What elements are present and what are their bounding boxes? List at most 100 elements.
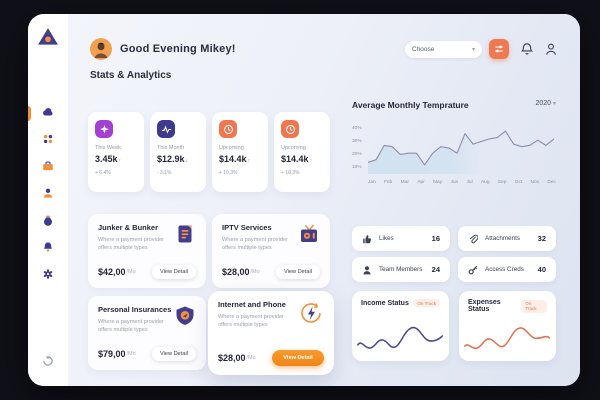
sidebar-item-dashboard[interactable] [40,104,56,120]
bolt-icon [301,303,321,323]
sidebar-nav [28,104,68,282]
metric-label: Attachments [485,235,520,242]
chart-title: Average Monthly Temprature [352,100,469,110]
logout-button[interactable] [42,354,54,372]
service-description: Where a payment provider offers multiple… [98,237,164,252]
user-icon [43,188,53,198]
page-title: Stats & Analytics [90,70,172,81]
metric-team-members: Team Members 24 [352,257,450,282]
chart-year-value: 2020 [535,100,552,107]
metric-access-creds: Access Creds 40 [458,257,556,282]
y-tick-label: 30% [352,139,362,144]
pulse-icon [157,120,175,138]
chart-x-axis: Jan Feb Mar Apr May Jun Jul Aug Sep Oct Nov Dec [368,180,556,185]
service-period: /Mo [126,351,136,357]
chart-area-fill [368,131,554,174]
service-description: Where a payment provider offers multiple… [222,237,288,252]
bell-icon [43,242,53,252]
service-period: /Mo [126,269,136,275]
stat-value: 3.45k↑ [95,154,122,164]
status-badge: On Track [521,299,547,313]
app-logo [38,28,58,45]
sparkle-icon [95,120,113,138]
key-icon [468,265,478,274]
trend-arrow-icon: ↑ [247,158,251,164]
chevron-down-icon: ▾ [552,101,556,107]
briefcase-icon [43,161,53,171]
stat-card-upcoming-1: Upcoming $14.4k↑ + 10.3% [212,112,268,192]
active-nav-indicator [28,106,31,121]
dashboard-icon [43,108,53,116]
income-sparkline [357,326,444,349]
app-window: Good Evening Mikey! Choose ▾ [28,14,580,386]
x-tick-label: May [433,180,443,185]
service-price: $28,00 [222,267,250,277]
temperature-chart: 40% 30% 20% 10% Jan Feb Mar Apr May Jun Jul Aug Sep… [352,118,556,194]
metric-value: 16 [431,234,440,243]
stat-label: This Week [95,145,121,151]
stat-label: Upcoming [219,145,244,151]
service-card-internet-phone: Internet and Phone Where a payment provi… [208,291,334,375]
trend-arrow-icon: ↑ [118,158,122,164]
stat-value: $14.4k↑ [219,154,251,164]
money-bag-icon [44,215,52,226]
sidebar-item-apps[interactable] [40,131,56,147]
view-detail-button[interactable]: View Detail [152,347,196,361]
status-title: Expenses Status [468,299,501,313]
chart-line [368,130,554,166]
trend-arrow-icon: ↓ [185,158,189,164]
shield-icon [176,306,194,325]
chevron-down-icon: ▾ [471,47,475,53]
x-tick-label: Nov [530,180,540,185]
stat-label: This Month [157,145,185,151]
status-badge: On Track [413,299,440,307]
metric-label: Likes [379,235,394,242]
y-tick-label: 40% [352,126,362,131]
metric-likes: Likes 16 [352,226,450,251]
chart-plot-area [368,130,554,174]
sidebar-item-profile[interactable] [40,185,56,201]
stat-delta: + 6.4% [95,170,111,176]
x-tick-label: Dec [547,180,556,185]
service-period: /Mo [250,269,260,275]
metric-attachments: Attachments 32 [458,226,556,251]
greeting-text: Good Evening Mikey! [120,43,236,55]
service-card-iptv: IPTV Services Where a payment provider o… [212,214,330,288]
service-description: Where a payment provider offers multiple… [98,319,164,334]
sliders-icon [495,45,503,53]
x-tick-label: Oct [514,180,523,185]
view-detail-button[interactable]: View Detail [276,265,320,279]
stat-card-upcoming-2: Upcoming $14.4k↑ + 10.3% [274,112,330,192]
service-card-junker-bunker: Junker & Bunker Where a payment provider… [88,214,206,288]
notifications-button[interactable] [520,42,534,62]
sidebar-item-wallet[interactable] [40,212,56,228]
stat-delta: + 10.3% [219,170,238,176]
filter-button[interactable] [489,39,509,59]
service-price: $79,00 [98,349,126,359]
clock-icon [281,120,299,138]
sidebar [28,14,68,386]
receipt-icon [178,225,192,243]
metric-value: 40 [537,265,546,274]
avatar[interactable] [90,38,112,60]
service-title: IPTV Services [222,223,272,232]
service-price: $42,00 [98,267,126,277]
sidebar-item-work[interactable] [40,158,56,174]
view-detail-button[interactable]: View Detail [152,265,196,279]
chart-year-select[interactable]: 2020 ▾ [468,100,556,107]
apps-grid-icon [43,134,53,144]
x-tick-label: Jan [368,180,376,185]
service-title: Junker & Bunker [98,223,159,232]
stat-card-this-month: This Month $12.9k↓ - 3.1% [150,112,206,192]
trend-arrow-icon: ↑ [309,158,313,164]
account-button[interactable] [544,42,558,62]
user-outline-icon [546,43,556,55]
paperclip-icon [469,234,478,243]
view-detail-button-primary[interactable]: View Detail [272,350,324,366]
income-status-card: Income Status On Track [352,291,449,361]
sidebar-item-notifications[interactable] [40,239,56,255]
sidebar-item-settings[interactable] [40,266,56,282]
gear-icon [43,269,53,279]
choose-select[interactable]: Choose ▾ [405,41,482,58]
metric-value: 32 [537,234,546,243]
